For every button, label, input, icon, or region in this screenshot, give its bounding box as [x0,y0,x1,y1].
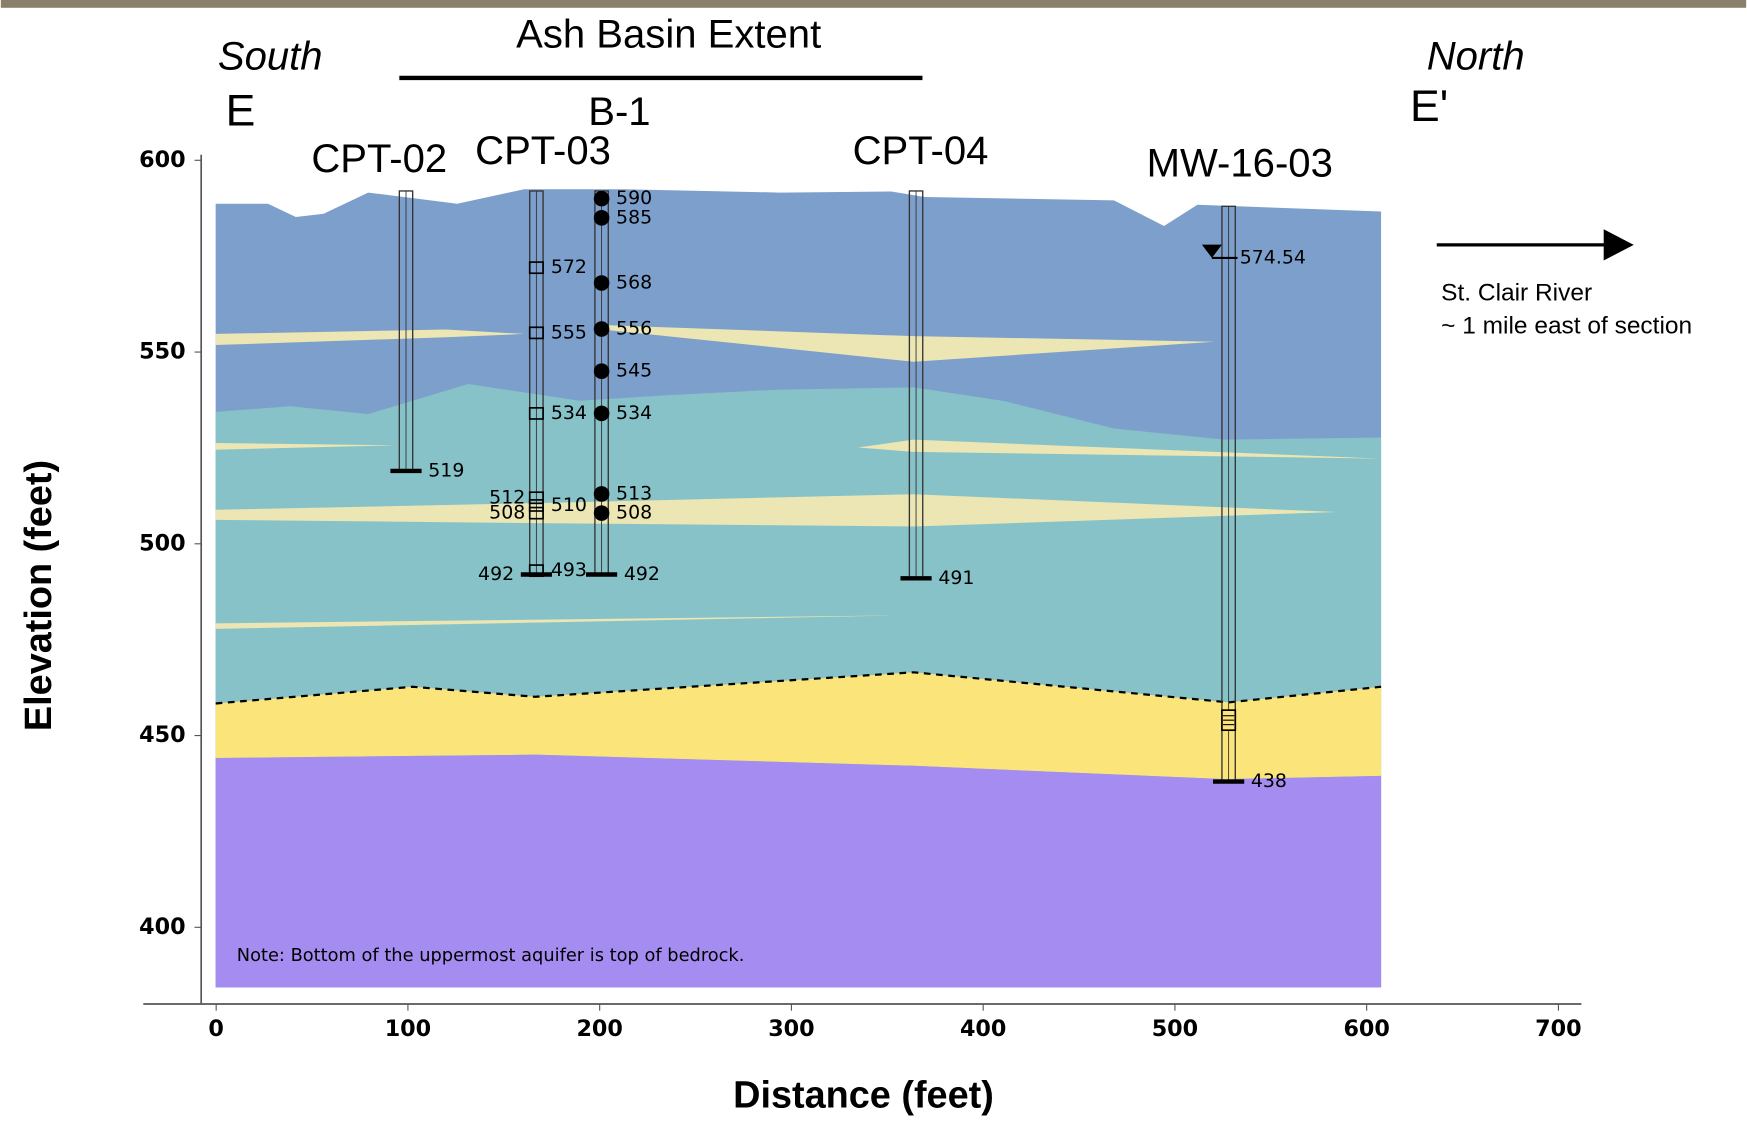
lens [215,494,1337,527]
lens [215,443,396,450]
sample-label: 534 [551,402,587,424]
boring-name: CPT-02 [311,137,447,181]
sample [593,210,610,226]
x-tick-label: 600 [1343,1016,1389,1042]
lens [857,439,1382,459]
water-level-label: 574.54 [1240,246,1306,268]
direction: North [1427,35,1525,79]
sample [528,506,544,520]
sample [593,486,610,502]
sample [528,499,544,512]
sample [593,275,610,291]
bottom-label: 492 [624,563,660,585]
note: Note: Bottom of the uppermost aquifer is… [237,945,745,966]
x-tick-label: 0 [208,1016,223,1042]
sample [593,505,610,521]
y-tick-label: 450 [139,722,185,748]
boring-name: CPT-03 [475,129,611,173]
sample-label: 555 [551,321,587,343]
boring-name: B-1 [588,90,650,134]
y-axis-title: Elevation (feet) [18,460,60,731]
x-tick-label: 700 [1535,1016,1581,1042]
sample [593,321,610,337]
sample [528,326,544,340]
y-tick-label: 500 [139,530,185,556]
sample-label: 585 [616,206,652,228]
x-axis-title: Distance (feet) [733,1075,994,1117]
sample [593,405,610,422]
layer-bedrock [215,754,1382,988]
sample [528,564,544,578]
sample-label: 508 [489,502,525,524]
arrow-head [1603,229,1634,261]
annotation: ~ 1 mile east of section [1441,313,1692,340]
bottom-label: 438 [1251,770,1287,792]
boring-name: CPT-04 [853,129,989,173]
x-tick-label: 200 [576,1016,622,1042]
sample-label: 508 [616,502,652,524]
water-level [1201,244,1222,258]
sample-label: 534 [616,402,652,424]
bottom-label: 492 [478,563,514,585]
y-tick-label: 400 [139,914,185,940]
x-tick-label: 300 [768,1016,814,1042]
sample-label: 572 [551,256,587,278]
x-tick-label: 500 [1152,1016,1198,1042]
basin-label: Ash Basin Extent [516,12,821,56]
layer-aquifer [215,672,1382,780]
x-tick-label: 100 [385,1016,431,1042]
layers [215,189,1382,988]
photo-strip [0,0,1747,8]
sample-label: 510 [551,494,587,516]
x-tick-label: 400 [960,1016,1006,1042]
sample-label: 568 [616,272,652,294]
sample [593,190,610,207]
annotation: St. Clair River [1441,279,1592,306]
bottom-label: 519 [428,459,464,481]
sample [593,363,610,380]
sample-label: 590 [616,187,652,209]
sample [528,407,544,420]
lens [215,329,524,346]
section-label: E [226,86,256,135]
section-label: E' [1410,82,1448,131]
lens [601,325,1215,362]
sample-label: 545 [616,360,652,382]
sample-label: 512 [489,486,525,508]
y-tick-label: 550 [139,339,185,365]
aquifer-boundary [215,671,1382,705]
y-tick-label: 600 [139,147,185,173]
sample-label: 513 [616,482,652,504]
boring-name: MW-16-03 [1147,141,1333,185]
direction: South [218,35,323,79]
sample [528,491,544,505]
bottom-label: 491 [938,567,974,589]
sample-label: 493 [551,559,587,581]
sample [528,261,544,275]
sample-label: 556 [616,318,652,340]
